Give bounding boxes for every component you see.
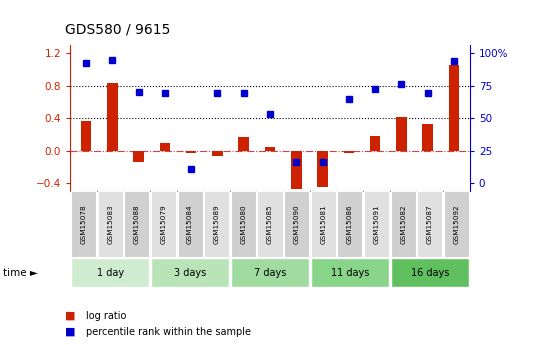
Bar (311, 258, 389, 287)
Bar (98, 191, 123, 257)
Text: GSM15086: GSM15086 (347, 205, 353, 244)
Text: 3 days: 3 days (174, 268, 206, 277)
Text: GSM15084: GSM15084 (187, 205, 193, 244)
Bar (151, 191, 176, 257)
Text: GSM15088: GSM15088 (134, 205, 140, 244)
Bar (265, 147, 275, 151)
Bar (231, 191, 256, 257)
Bar (133, 151, 144, 162)
Text: GDS580 / 9615: GDS580 / 9615 (65, 22, 170, 36)
Text: 7 days: 7 days (254, 268, 286, 277)
Text: GSM15081: GSM15081 (320, 205, 326, 244)
Bar (364, 191, 389, 257)
Bar (422, 124, 433, 151)
Bar (310, 191, 336, 257)
Text: ■: ■ (65, 311, 75, 321)
Bar (186, 151, 197, 153)
Bar (391, 258, 469, 287)
Text: time ►: time ► (3, 268, 38, 277)
Bar (71, 258, 149, 287)
Text: GSM15080: GSM15080 (240, 205, 246, 244)
Text: 1 day: 1 day (97, 268, 124, 277)
Bar (396, 117, 407, 151)
Text: ■: ■ (65, 327, 75, 337)
Text: GSM15087: GSM15087 (427, 205, 433, 244)
Bar (390, 191, 416, 257)
Text: GSM15082: GSM15082 (400, 205, 406, 244)
Text: GSM15079: GSM15079 (160, 205, 166, 244)
Bar (107, 83, 118, 151)
Text: GSM15085: GSM15085 (267, 205, 273, 244)
Bar (239, 137, 249, 151)
Bar (338, 191, 362, 257)
Bar (80, 121, 91, 151)
Bar (291, 151, 301, 189)
Bar (151, 258, 229, 287)
Text: GSM15092: GSM15092 (454, 205, 460, 244)
Text: GSM15090: GSM15090 (294, 205, 300, 244)
Text: GSM15089: GSM15089 (214, 205, 220, 244)
Text: 16 days: 16 days (410, 268, 449, 277)
Bar (449, 65, 460, 151)
Text: GSM15078: GSM15078 (80, 205, 86, 244)
Bar (160, 142, 170, 151)
Bar (204, 191, 230, 257)
Bar (444, 191, 469, 257)
Bar (124, 191, 150, 257)
Text: 11 days: 11 days (330, 268, 369, 277)
Text: log ratio: log ratio (86, 311, 127, 321)
Bar (178, 191, 202, 257)
Bar (71, 191, 96, 257)
Bar (231, 258, 309, 287)
Bar (258, 191, 282, 257)
Text: GSM15083: GSM15083 (107, 205, 113, 244)
Text: GSM15091: GSM15091 (374, 205, 380, 244)
Bar (370, 136, 380, 151)
Bar (284, 191, 309, 257)
Bar (318, 151, 328, 187)
Text: percentile rank within the sample: percentile rank within the sample (86, 327, 252, 337)
Bar (417, 191, 442, 257)
Bar (343, 151, 354, 153)
Bar (212, 151, 222, 156)
